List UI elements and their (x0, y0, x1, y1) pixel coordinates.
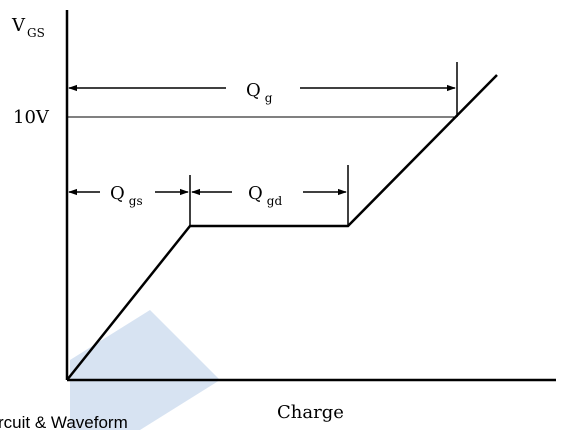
qgs-label-sub: gs (129, 194, 143, 208)
qgd-label-sub: gd (267, 194, 283, 208)
x-axis-label: Charge (277, 402, 344, 423)
y-axis-label-main: V (11, 15, 26, 36)
y-tick-10v: 10V (13, 107, 50, 128)
gate-charge-curve (66, 74, 498, 381)
qg-label-main: Q (246, 80, 261, 101)
qg-label-sub: g (265, 91, 273, 105)
watermark-text: rcuit & Waveform (0, 413, 128, 430)
qgs-label-main: Q (110, 183, 125, 204)
y-axis-label: V GS (11, 15, 45, 40)
y-axis-label-sub: GS (27, 26, 45, 40)
watermark-band (70, 310, 220, 430)
qgd-label-main: Q (248, 183, 263, 204)
